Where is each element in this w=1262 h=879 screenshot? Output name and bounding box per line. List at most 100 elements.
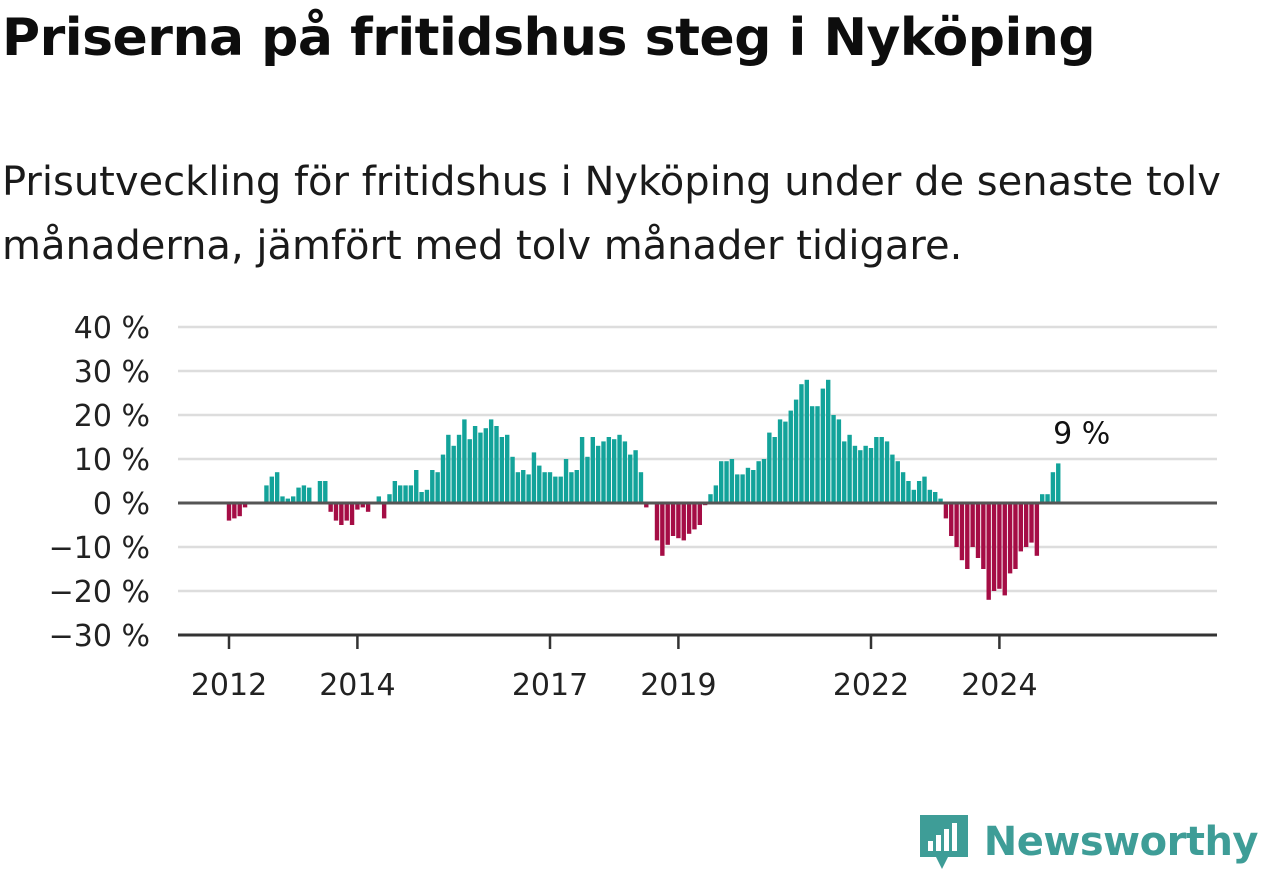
- bar: [1018, 503, 1023, 552]
- bar: [585, 456, 590, 503]
- newsworthy-logo-icon: [919, 815, 968, 869]
- bar: [628, 454, 633, 503]
- bar: [344, 503, 349, 521]
- y-tick-label: −10 %: [49, 531, 150, 566]
- bar: [387, 494, 392, 503]
- bar: [1007, 503, 1013, 574]
- bar: [365, 503, 371, 512]
- bar: [531, 452, 537, 503]
- bar: [933, 492, 938, 503]
- bar: [376, 496, 381, 503]
- bar: [927, 489, 933, 503]
- bar: [874, 437, 879, 503]
- bar: [991, 503, 997, 591]
- bar: [339, 503, 344, 525]
- x-tick-label: 2022: [833, 668, 909, 703]
- bar: [719, 461, 724, 503]
- bar: [483, 428, 488, 503]
- bar: [1023, 503, 1029, 547]
- bar: [264, 485, 269, 503]
- bar: [751, 470, 756, 503]
- bar: [296, 487, 301, 503]
- bar: [349, 503, 355, 525]
- bar: [360, 503, 365, 508]
- bar: [713, 485, 719, 503]
- bar: [392, 481, 398, 503]
- bar: [590, 437, 595, 503]
- bar: [793, 399, 799, 503]
- bar: [633, 450, 638, 503]
- bar: [595, 445, 601, 503]
- bar: [975, 503, 981, 558]
- bar: [1013, 503, 1018, 569]
- bar: [381, 503, 387, 519]
- bar: [895, 461, 900, 503]
- bar: [462, 419, 467, 503]
- bar: [237, 503, 242, 517]
- bar: [681, 503, 686, 541]
- bar: [317, 481, 323, 503]
- y-tick-label: −20 %: [49, 575, 150, 610]
- bar: [997, 503, 1002, 589]
- bar: [761, 459, 767, 503]
- bar: [831, 415, 836, 503]
- bar: [398, 485, 403, 503]
- bar: [1056, 463, 1061, 503]
- bar: [638, 472, 644, 503]
- bar: [815, 406, 820, 503]
- bar: [269, 476, 274, 503]
- bar: [820, 388, 826, 503]
- bar: [943, 503, 949, 519]
- bar: [836, 419, 842, 503]
- bar: [226, 503, 232, 521]
- bar: [660, 503, 665, 556]
- bar: [697, 503, 702, 525]
- bar: [403, 485, 408, 503]
- y-tick-label: 20 %: [74, 399, 150, 434]
- bar: [767, 432, 772, 503]
- bar: [729, 459, 735, 503]
- bar: [804, 379, 809, 503]
- bar: [949, 503, 954, 536]
- bar: [280, 496, 285, 503]
- y-tick-label: −30 %: [49, 619, 150, 654]
- bar: [553, 476, 558, 503]
- bar: [542, 472, 547, 503]
- bar: [922, 476, 927, 503]
- bar: [414, 470, 419, 503]
- bar: [783, 421, 788, 503]
- bar: [505, 434, 510, 503]
- y-tick-label: 10 %: [74, 443, 150, 478]
- bar: [408, 485, 414, 503]
- bar: [852, 445, 858, 503]
- bar: [868, 448, 874, 503]
- bar: [424, 489, 430, 503]
- bar: [826, 379, 831, 503]
- bar: [1040, 494, 1045, 503]
- bar: [1029, 503, 1034, 543]
- bar: [654, 503, 660, 541]
- bar: [777, 419, 783, 503]
- bar: [735, 474, 740, 503]
- bar: [1045, 494, 1050, 503]
- bar: [708, 494, 713, 503]
- bar: [328, 503, 333, 512]
- x-tick-label: 2017: [512, 668, 588, 703]
- bar: [740, 474, 745, 503]
- bar: [858, 450, 863, 503]
- bar: [301, 485, 307, 503]
- bar: [526, 474, 531, 503]
- bar: [355, 503, 360, 510]
- bar: [574, 470, 579, 503]
- x-tick-label: 2012: [191, 668, 267, 703]
- bar: [916, 481, 922, 503]
- bar: [724, 461, 729, 503]
- bar: [900, 472, 906, 503]
- bar: [274, 472, 280, 503]
- bar: [809, 406, 815, 503]
- bar: [242, 503, 248, 508]
- bar: [686, 503, 692, 534]
- bar: [419, 492, 424, 503]
- bar: [612, 439, 617, 503]
- bar: [435, 472, 440, 503]
